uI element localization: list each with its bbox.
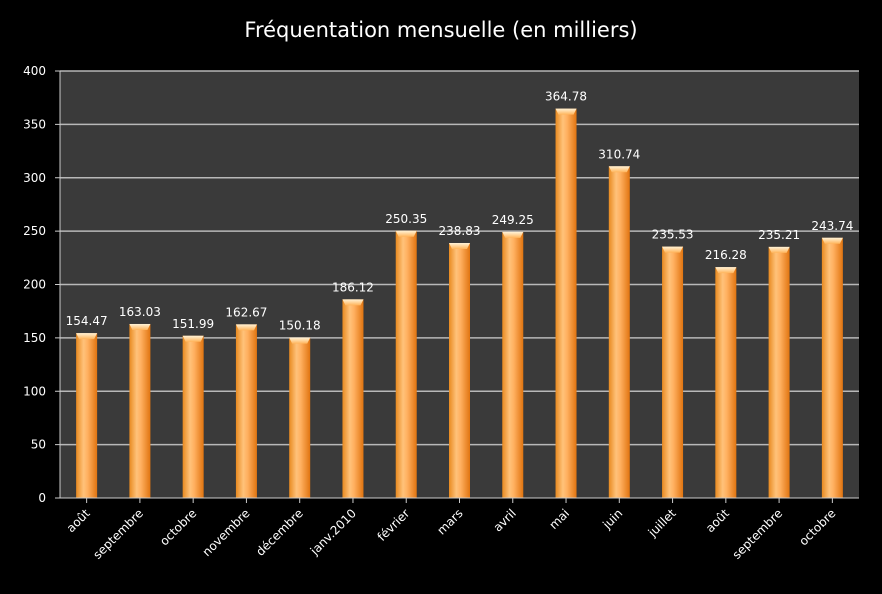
bar [555,108,577,498]
bar-cap [395,230,417,237]
bar [715,267,737,498]
bar [235,324,257,498]
data-label: 186.12 [332,280,374,294]
data-label: 216.28 [705,248,747,262]
data-label: 250.35 [385,212,427,226]
data-label: 235.21 [758,228,800,242]
data-label: 154.47 [66,314,108,328]
data-label: 364.78 [545,90,587,104]
x-tick-label: janv.2010 [307,506,359,558]
bar-cap [608,166,630,173]
x-tick-label: juillet [645,506,679,540]
bar-cap [555,108,577,115]
y-tick-label: 150 [23,331,46,345]
bar [608,166,630,499]
bar [395,230,417,498]
bar-cap [182,335,204,342]
data-label: 238.83 [439,224,481,238]
x-tick-label: novembre [200,506,253,559]
bar [182,335,204,498]
x-tick-label: mai [546,506,572,532]
data-label: 162.67 [225,305,267,319]
x-tick-label: août [64,506,93,535]
bar-cap [129,323,151,330]
bar [289,337,311,498]
x-tick-label: août [703,506,732,535]
x-tick-label: avril [491,506,519,534]
y-tick-label: 400 [23,64,46,78]
bar [129,323,151,498]
x-tick-label: février [375,506,413,544]
x-tick-label: octobre [796,506,838,548]
y-tick-label: 350 [23,117,46,131]
bar [768,246,790,498]
y-tick-label: 100 [23,384,46,398]
bar-cap [235,324,257,331]
bar [342,299,364,498]
bar-cap [662,246,684,253]
data-label: 235.53 [652,228,694,242]
bar-cap [342,299,364,306]
bar-cap [821,237,843,244]
x-tick-label: mars [434,506,465,537]
bar [502,231,524,498]
x-tick-label: décembre [253,506,306,559]
bar-cap [768,246,790,253]
bar-cap [76,333,98,340]
chart-title: Fréquentation mensuelle (en milliers) [244,18,638,42]
bar-cap [449,243,470,250]
bar [662,246,684,498]
x-tick-label: octobre [157,506,199,548]
y-tick-label: 0 [38,491,46,505]
x-tick-label: juin [599,506,625,532]
data-label: 151.99 [172,317,214,331]
x-tick-label: septembre [730,506,786,562]
x-tick-label: septembre [90,506,146,562]
data-label: 150.18 [279,319,321,333]
y-tick-label: 300 [23,171,46,185]
data-label: 243.74 [811,219,853,233]
bar-cap [502,231,524,238]
data-label: 163.03 [119,305,161,319]
y-tick-label: 50 [31,438,46,452]
data-label: 310.74 [598,147,640,161]
bar [821,237,843,498]
bar-cap [289,337,311,344]
bar [449,243,470,498]
bar [76,333,98,498]
bar-cap [715,267,737,274]
y-tick-label: 250 [23,224,46,238]
data-label: 249.25 [492,213,534,227]
y-tick-label: 200 [23,278,46,292]
